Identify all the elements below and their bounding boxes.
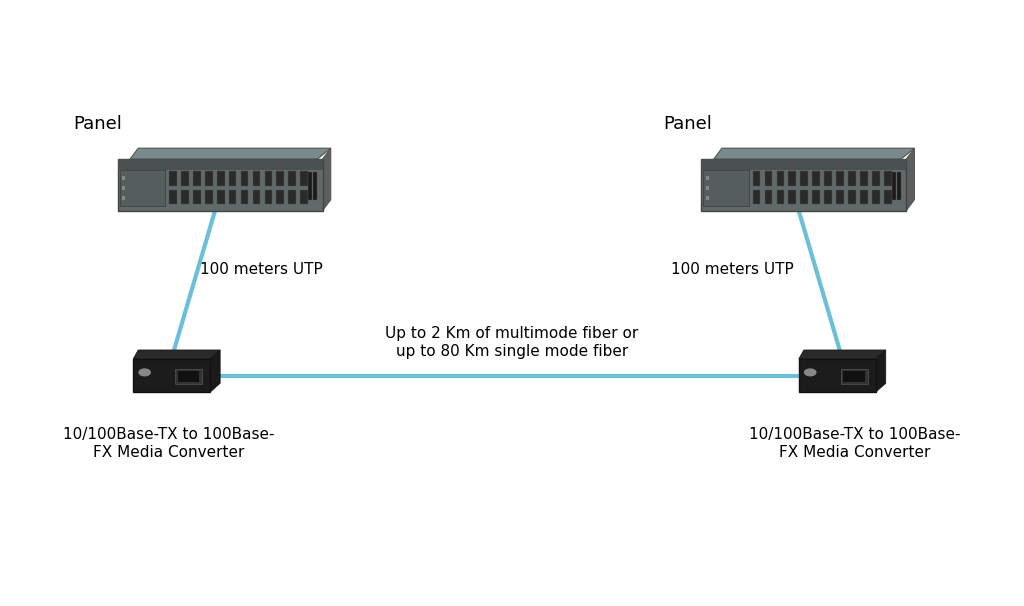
Bar: [841, 369, 867, 384]
Bar: [169, 171, 177, 186]
Bar: [181, 190, 188, 204]
Bar: [860, 171, 868, 186]
Bar: [848, 190, 856, 204]
Bar: [872, 171, 880, 186]
Bar: [175, 369, 203, 384]
Bar: [765, 190, 772, 204]
Bar: [884, 190, 892, 204]
Polygon shape: [906, 148, 914, 211]
Bar: [289, 190, 296, 204]
Bar: [872, 190, 880, 204]
Bar: [241, 171, 249, 186]
Bar: [801, 190, 808, 204]
Bar: [848, 171, 856, 186]
Bar: [788, 190, 797, 204]
Bar: [765, 171, 772, 186]
Bar: [228, 190, 237, 204]
Bar: [801, 171, 808, 186]
Text: Panel: Panel: [74, 115, 123, 133]
Bar: [300, 190, 308, 204]
Polygon shape: [133, 350, 220, 359]
Bar: [824, 190, 833, 204]
Bar: [205, 190, 213, 204]
Bar: [120, 170, 165, 207]
Text: Panel: Panel: [664, 115, 713, 133]
Bar: [264, 171, 272, 186]
Bar: [122, 176, 125, 179]
Bar: [122, 196, 125, 200]
Circle shape: [805, 369, 816, 376]
Bar: [276, 190, 285, 204]
Bar: [313, 172, 317, 200]
Polygon shape: [714, 148, 914, 159]
Bar: [837, 190, 844, 204]
Bar: [264, 190, 272, 204]
Bar: [169, 190, 177, 204]
Bar: [276, 171, 285, 186]
Bar: [308, 172, 312, 200]
Polygon shape: [799, 350, 886, 359]
Bar: [193, 190, 201, 204]
Bar: [706, 196, 709, 200]
Bar: [837, 171, 844, 186]
Bar: [753, 190, 761, 204]
Polygon shape: [210, 350, 220, 393]
Bar: [178, 371, 199, 382]
Bar: [118, 159, 323, 211]
Polygon shape: [323, 148, 331, 211]
Bar: [892, 172, 896, 200]
Bar: [776, 190, 784, 204]
Bar: [253, 190, 260, 204]
Bar: [217, 171, 224, 186]
Bar: [843, 371, 864, 382]
Bar: [824, 171, 833, 186]
Bar: [701, 159, 906, 170]
Text: 10/100Base-TX to 100Base-
FX Media Converter: 10/100Base-TX to 100Base- FX Media Conve…: [750, 427, 961, 459]
Polygon shape: [130, 148, 331, 159]
Polygon shape: [876, 350, 886, 393]
Bar: [812, 171, 820, 186]
Bar: [799, 359, 876, 393]
Bar: [300, 171, 308, 186]
Bar: [884, 171, 892, 186]
Bar: [753, 171, 761, 186]
Bar: [241, 190, 249, 204]
Bar: [253, 171, 260, 186]
Bar: [217, 190, 224, 204]
Bar: [181, 171, 188, 186]
Bar: [860, 190, 868, 204]
Bar: [897, 172, 901, 200]
Bar: [701, 159, 906, 211]
Text: Up to 2 Km of multimode fiber or
up to 80 Km single mode fiber: Up to 2 Km of multimode fiber or up to 8…: [385, 326, 639, 359]
Bar: [118, 159, 323, 170]
Bar: [122, 186, 125, 190]
Bar: [706, 176, 709, 179]
Bar: [289, 171, 296, 186]
Bar: [205, 171, 213, 186]
Circle shape: [139, 369, 151, 376]
Bar: [193, 171, 201, 186]
Text: 10/100Base-TX to 100Base-
FX Media Converter: 10/100Base-TX to 100Base- FX Media Conve…: [63, 427, 274, 459]
Bar: [812, 190, 820, 204]
Bar: [228, 171, 237, 186]
Text: 100 meters UTP: 100 meters UTP: [671, 262, 794, 277]
Bar: [706, 186, 709, 190]
Bar: [776, 171, 784, 186]
Text: 100 meters UTP: 100 meters UTP: [200, 262, 323, 277]
Bar: [788, 171, 797, 186]
Bar: [133, 359, 210, 393]
Bar: [703, 170, 749, 207]
